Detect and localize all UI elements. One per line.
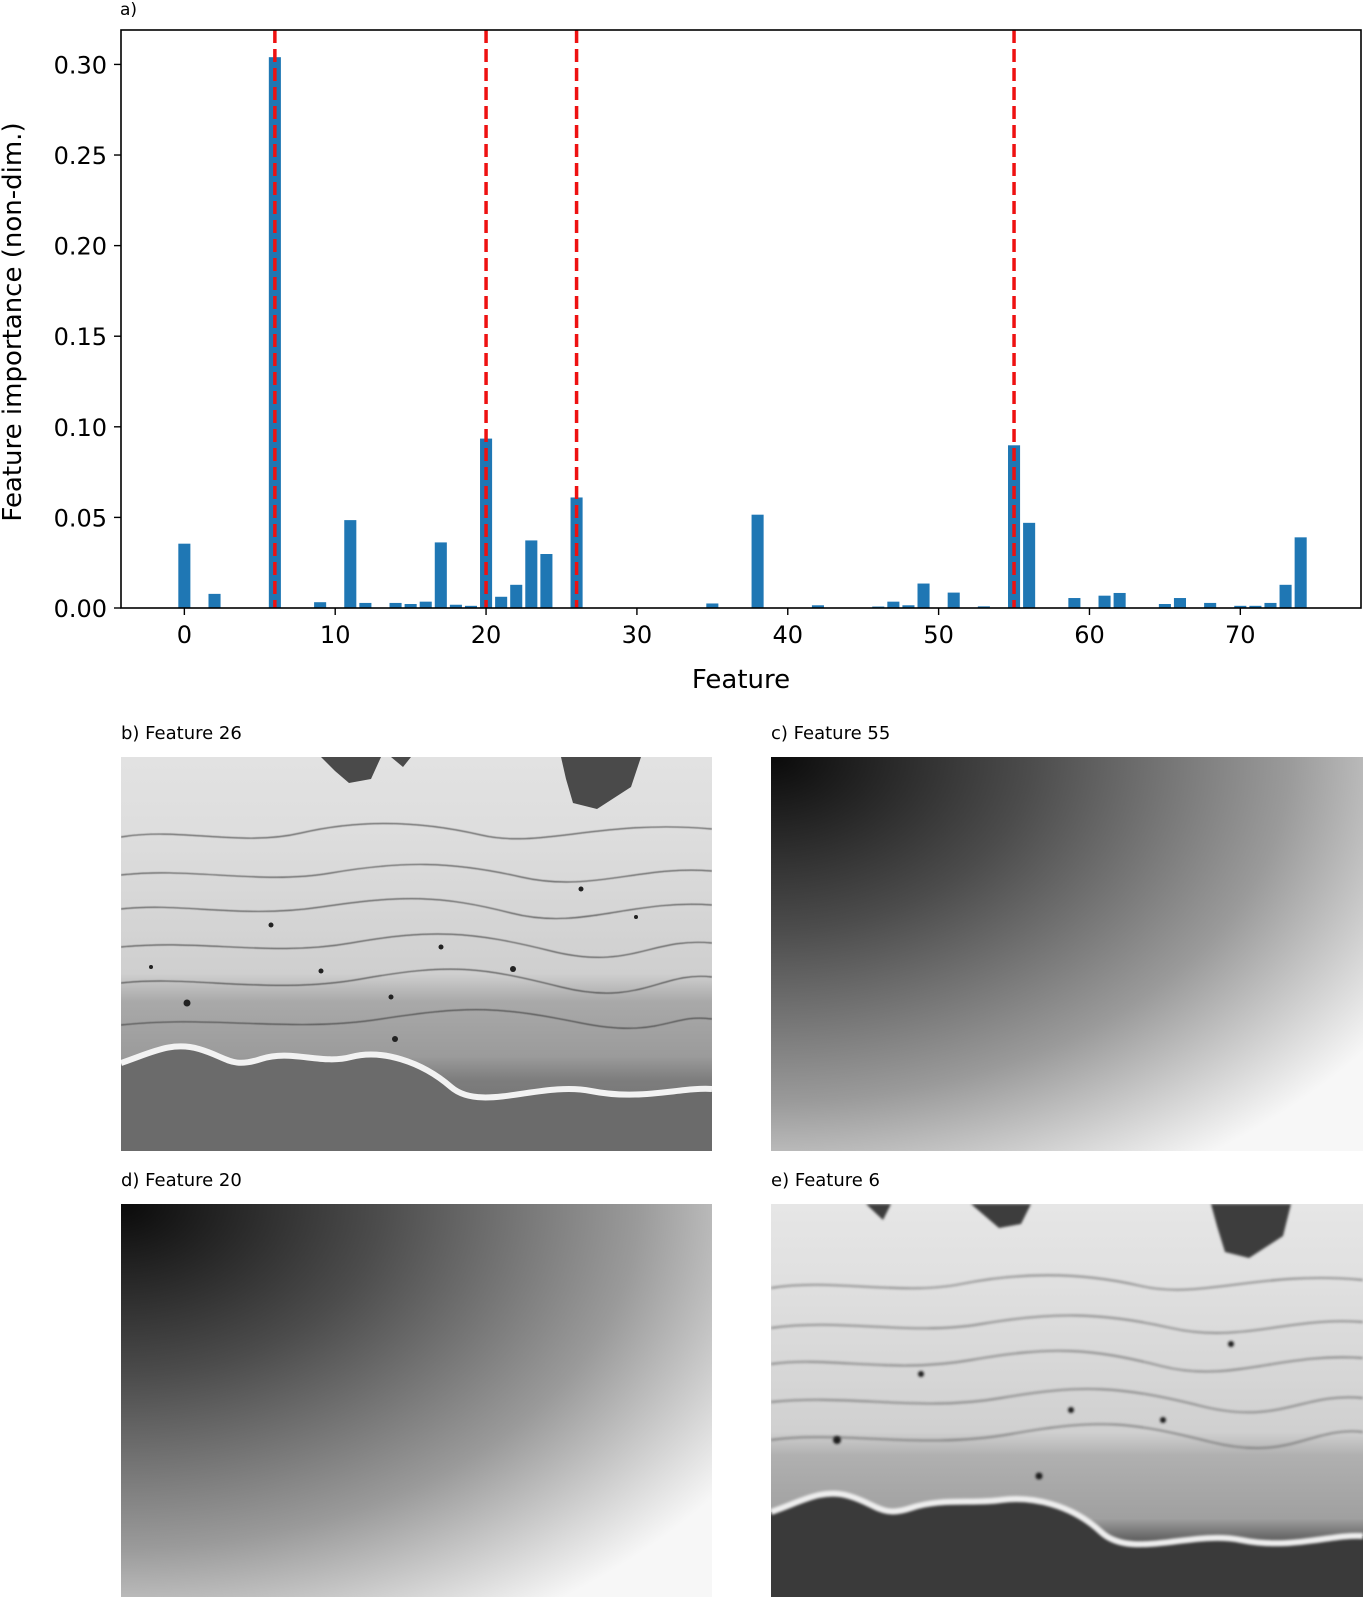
panel-a-label: a) <box>120 0 137 20</box>
bar-feature-22 <box>510 584 523 608</box>
panel-d-title: d) Feature 20 <box>121 1170 242 1191</box>
bar-feature-66 <box>1173 598 1187 608</box>
bar-feature-38 <box>751 514 764 608</box>
bar-feature-20 <box>480 438 493 608</box>
x-tick-label-30: 30 <box>622 621 653 649</box>
x-tick-label-70: 70 <box>1225 621 1256 649</box>
feature-26-image <box>121 757 712 1151</box>
x-tick-label-10: 10 <box>320 621 351 649</box>
x-tick-label-0: 0 <box>177 621 192 649</box>
y-tick-label-0.20: 0.20 <box>54 233 107 261</box>
x-tick-label-60: 60 <box>1074 621 1105 649</box>
bar-feature-53 <box>977 606 990 608</box>
bar-feature-73 <box>1279 584 1292 608</box>
bar-feature-71 <box>1249 605 1262 608</box>
y-axis-ticks: 0.00 0.05 0.10 0.15 0.20 0.25 0.30 <box>54 51 121 623</box>
feature-55-image <box>771 757 1363 1151</box>
bar-feature-42 <box>811 605 824 608</box>
y-tick-label-0.00: 0.00 <box>54 595 107 623</box>
feature-20-image <box>121 1204 712 1597</box>
panel-e-title: e) Feature 6 <box>771 1170 881 1191</box>
bar-feature-16 <box>419 601 432 608</box>
x-tick-label-40: 40 <box>772 621 803 649</box>
bar-feature-61 <box>1098 595 1111 608</box>
bar-feature-19 <box>464 605 478 608</box>
x-axis-label: Feature <box>692 665 790 695</box>
y-tick-label-0.05: 0.05 <box>54 504 107 532</box>
bar-feature-35 <box>706 603 719 608</box>
bar-feature-0 <box>178 543 191 608</box>
bar-feature-65 <box>1158 604 1171 608</box>
panel-c-title: c) Feature 55 <box>771 723 891 744</box>
highlight-lines-group <box>273 30 1016 608</box>
y-tick-label-0.10: 0.10 <box>54 414 107 442</box>
panel-b-title: b) Feature 26 <box>121 723 242 744</box>
bar-feature-14 <box>389 602 402 608</box>
x-axis-ticks: 0 10 20 30 40 50 60 70 <box>177 608 1256 649</box>
bars-group <box>178 57 1307 609</box>
y-tick-label-0.15: 0.15 <box>54 323 107 351</box>
bar-feature-56 <box>1023 522 1036 608</box>
bar-feature-48 <box>902 605 915 608</box>
feature-6-image <box>771 1204 1363 1597</box>
bar-feature-68 <box>1204 602 1217 608</box>
bar-feature-47 <box>887 601 900 608</box>
x-tick-label-50: 50 <box>923 621 954 649</box>
bar-feature-15 <box>404 604 417 608</box>
y-tick-label-0.25: 0.25 <box>54 142 107 170</box>
bar-feature-51 <box>947 592 960 608</box>
x-tick-label-20: 20 <box>471 621 502 649</box>
bar-feature-74 <box>1294 537 1307 608</box>
bar-feature-17 <box>434 542 447 608</box>
bar-feature-70 <box>1234 605 1247 608</box>
bar-feature-24 <box>540 554 553 608</box>
bar-feature-9 <box>314 602 327 608</box>
bar-feature-23 <box>525 540 538 608</box>
bar-feature-11 <box>344 520 357 608</box>
bar-feature-18 <box>449 604 462 608</box>
bar-feature-21 <box>495 596 508 608</box>
feature-importance-chart: a) 0 10 20 30 40 50 60 70 0.000.050.100.150.200… <box>0 0 1362 695</box>
plot-frame <box>120 29 1362 609</box>
bar-feature-72 <box>1264 602 1277 608</box>
y-tick-label-0.30: 0.30 <box>54 51 107 79</box>
bar-feature-49 <box>917 583 930 608</box>
bar-feature-62 <box>1113 592 1126 608</box>
bar-feature-2 <box>208 593 221 608</box>
bar-feature-59 <box>1068 598 1081 608</box>
bar-feature-6 <box>268 57 281 609</box>
y-axis-label: Feature importance (non-dim.) <box>0 122 28 521</box>
bar-feature-12 <box>359 602 372 608</box>
